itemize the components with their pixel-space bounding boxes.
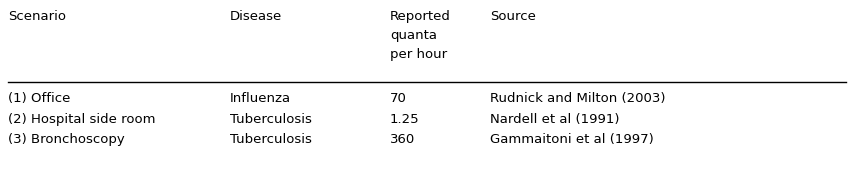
Text: Source: Source — [490, 10, 535, 23]
Text: Tuberculosis: Tuberculosis — [229, 133, 311, 146]
Text: (3) Bronchoscopy: (3) Bronchoscopy — [8, 133, 125, 146]
Text: Tuberculosis: Tuberculosis — [229, 113, 311, 126]
Text: 1.25: 1.25 — [390, 113, 419, 126]
Text: 70: 70 — [390, 92, 406, 105]
Text: Influenza: Influenza — [229, 92, 291, 105]
Text: Scenario: Scenario — [8, 10, 66, 23]
Text: Reported
quanta
per hour: Reported quanta per hour — [390, 10, 450, 61]
Text: (2) Hospital side room: (2) Hospital side room — [8, 113, 155, 126]
Text: Disease: Disease — [229, 10, 282, 23]
Text: Gammaitoni et al (1997): Gammaitoni et al (1997) — [490, 133, 653, 146]
Text: (1) Office: (1) Office — [8, 92, 70, 105]
Text: Nardell et al (1991): Nardell et al (1991) — [490, 113, 618, 126]
Text: Rudnick and Milton (2003): Rudnick and Milton (2003) — [490, 92, 664, 105]
Text: 360: 360 — [390, 133, 415, 146]
